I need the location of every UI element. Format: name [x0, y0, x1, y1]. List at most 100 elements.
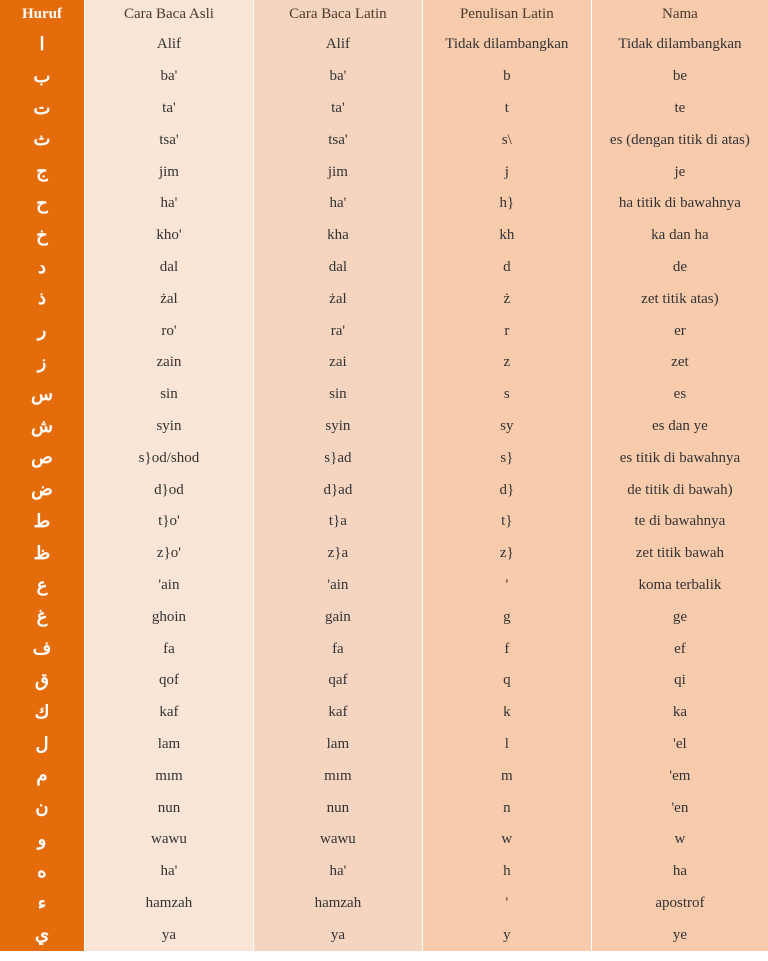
data-cell: sin — [253, 379, 422, 411]
header-cell-0: Huruf — [0, 0, 84, 29]
data-cell: żal — [84, 283, 253, 315]
header-cell-2: Cara Baca Latin — [253, 0, 422, 29]
data-cell: er — [591, 315, 768, 347]
data-cell: ba' — [84, 61, 253, 93]
data-cell: qof — [84, 665, 253, 697]
data-cell: ro' — [84, 315, 253, 347]
huruf-cell: ب — [0, 61, 84, 93]
data-cell: gain — [253, 601, 422, 633]
table-row: غghoingaingge — [0, 601, 768, 633]
data-cell: w — [591, 824, 768, 856]
huruf-cell: ي — [0, 919, 84, 951]
data-cell: t — [422, 93, 591, 125]
data-cell: Alif — [253, 29, 422, 61]
huruf-cell: ك — [0, 697, 84, 729]
data-cell: s\ — [422, 124, 591, 156]
data-cell: syin — [84, 411, 253, 443]
data-cell: jim — [84, 156, 253, 188]
data-cell: żal — [253, 283, 422, 315]
data-cell: d — [422, 252, 591, 284]
data-cell: d} — [422, 474, 591, 506]
table-row: شsyinsyinsyes dan ye — [0, 411, 768, 443]
table-row: لlamlaml'el — [0, 729, 768, 761]
data-cell: j — [422, 156, 591, 188]
huruf-cell: ج — [0, 156, 84, 188]
data-cell: tsa' — [84, 124, 253, 156]
header-cell-4: Nama — [591, 0, 768, 29]
data-cell: dal — [84, 252, 253, 284]
data-cell: qi — [591, 665, 768, 697]
huruf-cell: ء — [0, 888, 84, 920]
data-cell: ef — [591, 633, 768, 665]
data-cell: te di bawahnya — [591, 506, 768, 538]
data-cell: ha titik di bawahnya — [591, 188, 768, 220]
data-cell: n — [422, 792, 591, 824]
data-cell: ' — [422, 570, 591, 602]
huruf-cell: ظ — [0, 538, 84, 570]
data-cell: ha' — [84, 856, 253, 888]
data-cell: ha' — [253, 856, 422, 888]
data-cell: dal — [253, 252, 422, 284]
data-cell: zet — [591, 347, 768, 379]
huruf-cell: د — [0, 252, 84, 284]
huruf-cell: ذ — [0, 283, 84, 315]
huruf-cell: ث — [0, 124, 84, 156]
data-cell: m — [422, 760, 591, 792]
table-row: دdaldaldde — [0, 252, 768, 284]
table-row: ءhamzahhamzah'apostrof — [0, 888, 768, 920]
huruf-cell: ت — [0, 93, 84, 125]
data-cell: kha — [253, 220, 422, 252]
data-cell: 'en — [591, 792, 768, 824]
huruf-cell: ع — [0, 570, 84, 602]
data-cell: nun — [84, 792, 253, 824]
table-row: هha'ha'hha — [0, 856, 768, 888]
table-row: صs}od/shods}ads}es titik di bawahnya — [0, 442, 768, 474]
data-cell: ge — [591, 601, 768, 633]
huruf-cell: خ — [0, 220, 84, 252]
data-cell: de — [591, 252, 768, 284]
data-cell: l — [422, 729, 591, 761]
huruf-cell: ز — [0, 347, 84, 379]
table-row: ع'ain'ain'koma terbalik — [0, 570, 768, 602]
table-row: كkafkafkka — [0, 697, 768, 729]
header-cell-1: Cara Baca Asli — [84, 0, 253, 29]
data-cell: z} — [422, 538, 591, 570]
data-cell: Tidak dilambangkan — [422, 29, 591, 61]
data-cell: d}ad — [253, 474, 422, 506]
data-cell: ye — [591, 919, 768, 951]
data-cell: k — [422, 697, 591, 729]
huruf-cell: ن — [0, 792, 84, 824]
data-cell: kaf — [253, 697, 422, 729]
data-cell: ha' — [84, 188, 253, 220]
data-cell: z}o' — [84, 538, 253, 570]
data-cell: h} — [422, 188, 591, 220]
data-cell: te — [591, 93, 768, 125]
data-cell: kho' — [84, 220, 253, 252]
table-row: ثtsa'tsa's\es (dengan titik di atas) — [0, 124, 768, 156]
huruf-cell: ش — [0, 411, 84, 443]
data-cell: zai — [253, 347, 422, 379]
table-row: بba'ba'bbe — [0, 61, 768, 93]
data-cell: s}ad — [253, 442, 422, 474]
data-cell: kaf — [84, 697, 253, 729]
huruf-cell: ر — [0, 315, 84, 347]
data-cell: ya — [84, 919, 253, 951]
data-cell: b — [422, 61, 591, 93]
data-cell: 'ain — [84, 570, 253, 602]
data-cell: s — [422, 379, 591, 411]
table-row: خkho'khakhka dan ha — [0, 220, 768, 252]
huruf-cell: ل — [0, 729, 84, 761]
data-cell: ba' — [253, 61, 422, 93]
data-cell: zain — [84, 347, 253, 379]
data-cell: kh — [422, 220, 591, 252]
data-cell: es — [591, 379, 768, 411]
data-cell: g — [422, 601, 591, 633]
data-cell: fa — [84, 633, 253, 665]
data-cell: es dan ye — [591, 411, 768, 443]
data-cell: lam — [84, 729, 253, 761]
data-cell: Alif — [84, 29, 253, 61]
table-row: سsinsinses — [0, 379, 768, 411]
data-cell: hamzah — [84, 888, 253, 920]
data-cell: ra' — [253, 315, 422, 347]
huruf-cell: ف — [0, 633, 84, 665]
